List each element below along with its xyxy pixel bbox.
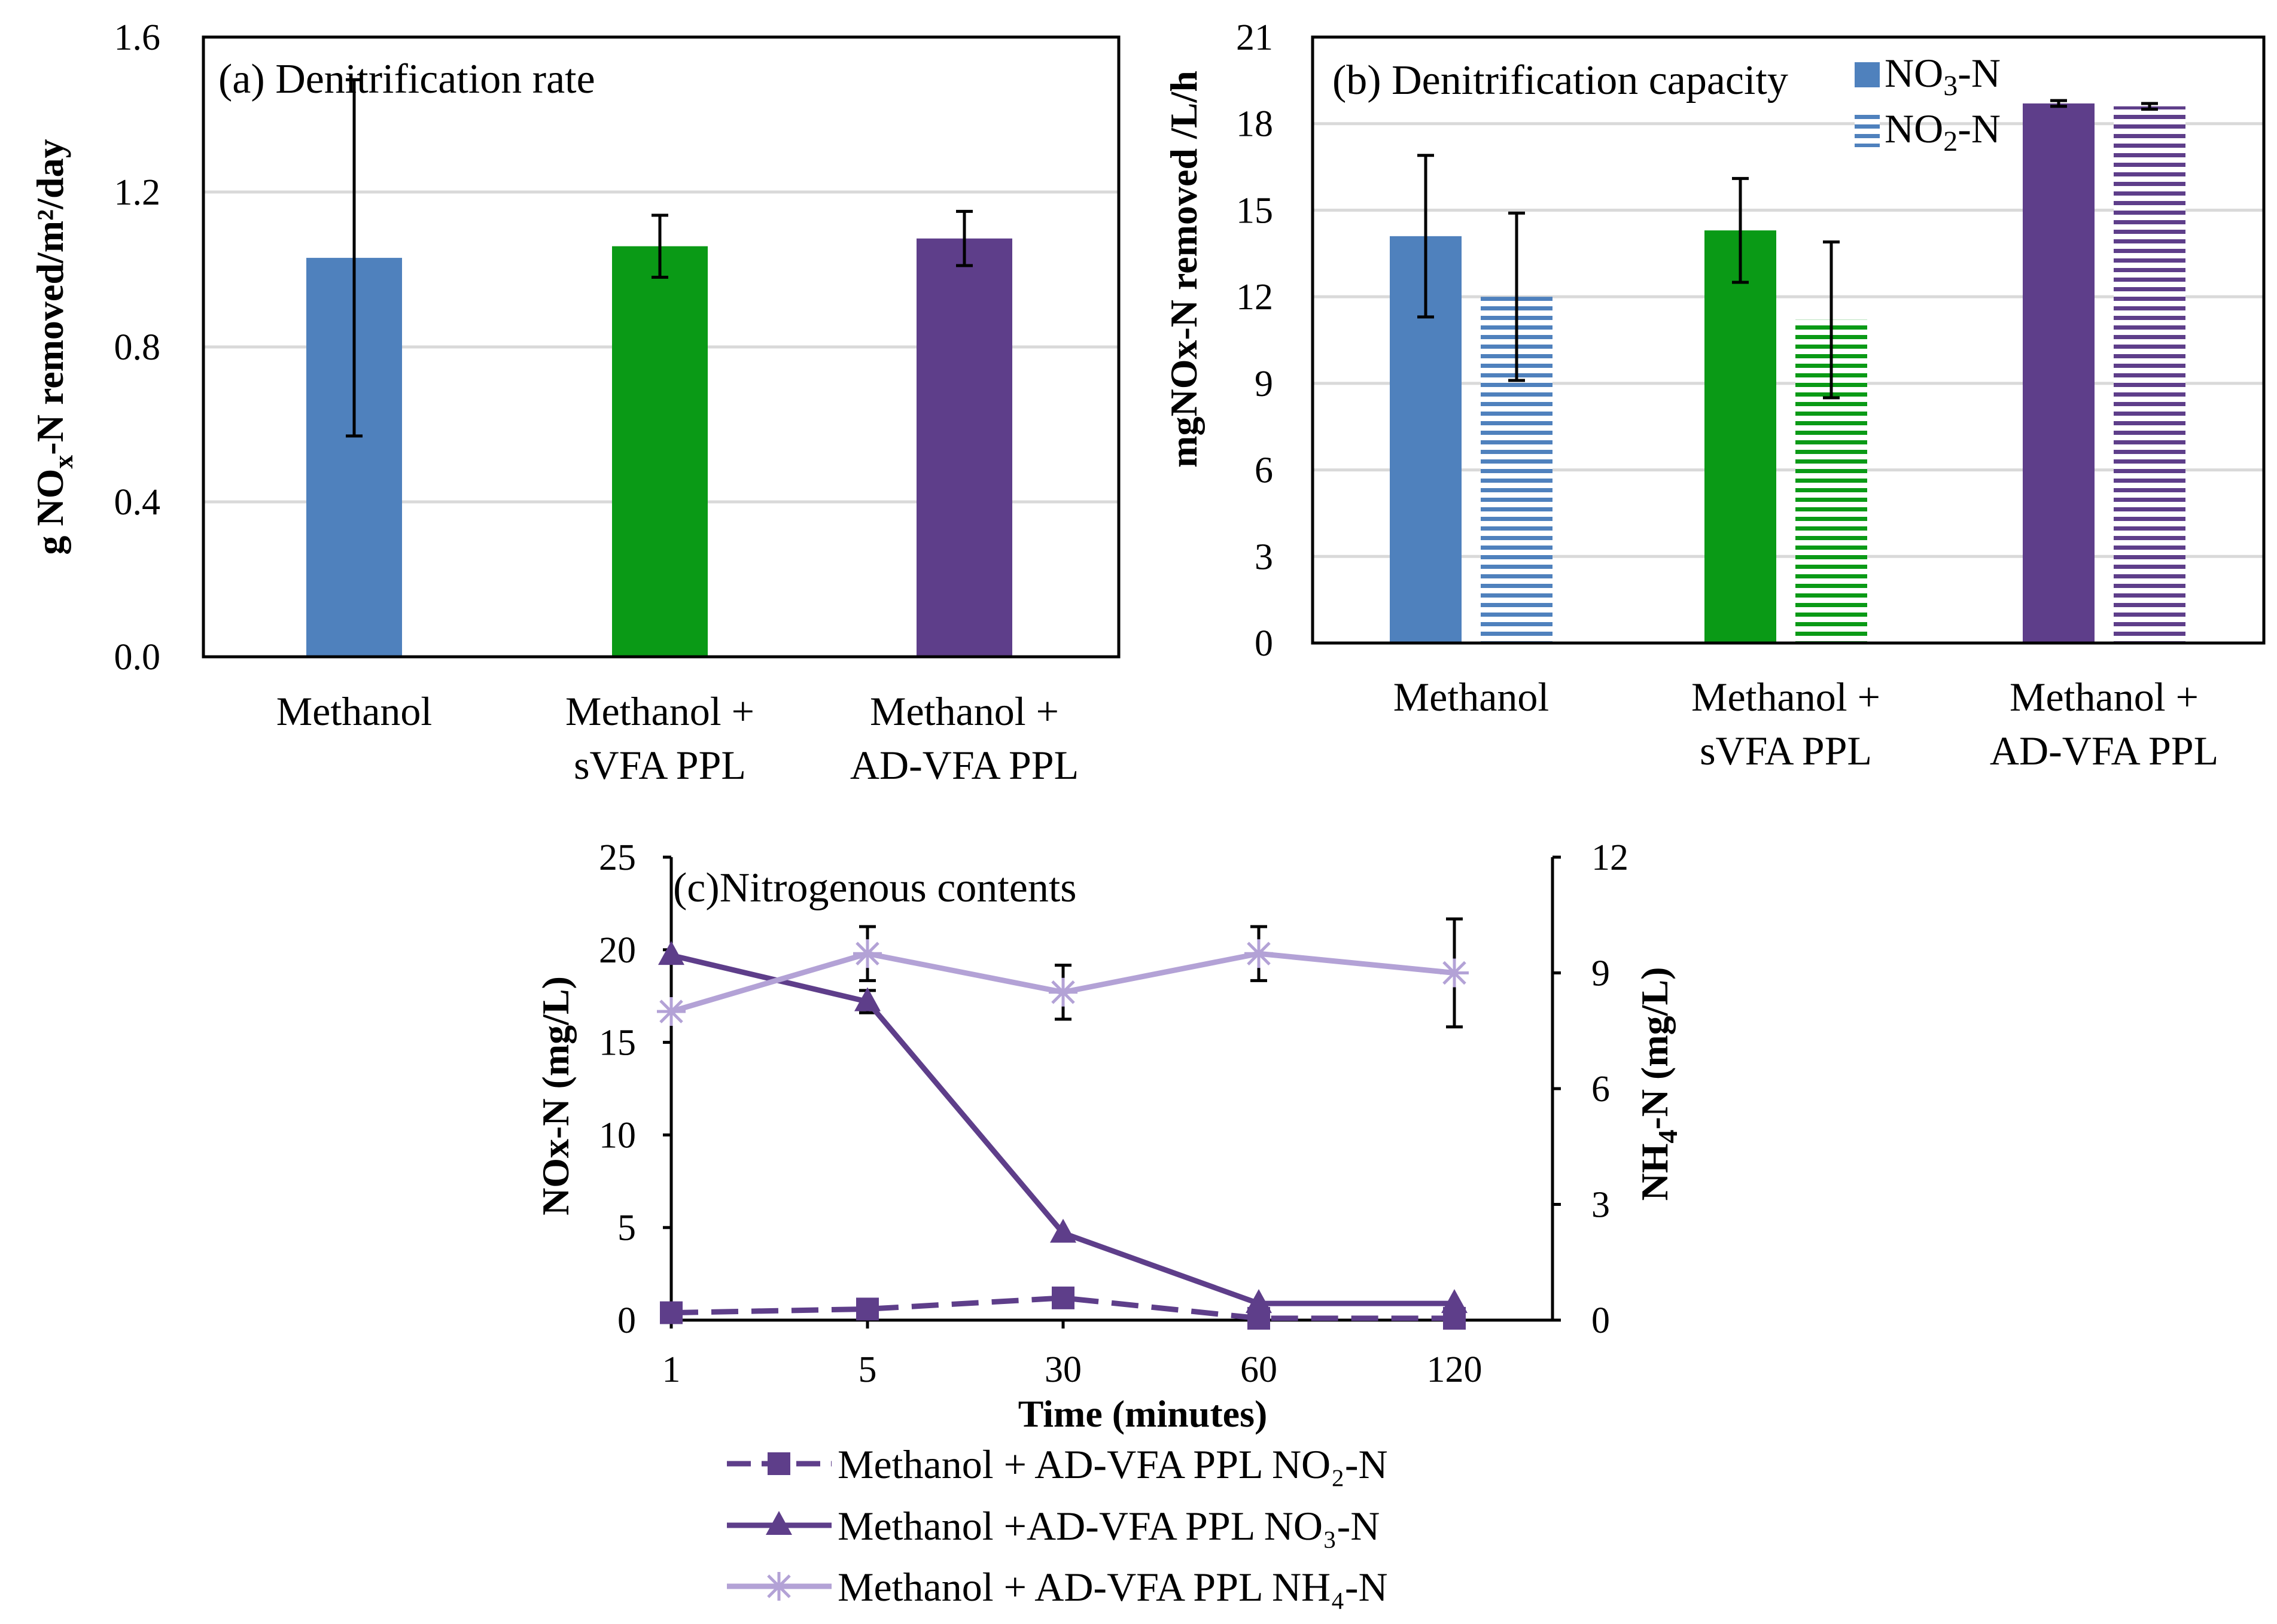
- panel-a-error-bar: [652, 214, 668, 279]
- panel-c-legend-label: Methanol + AD-VFA PPL NO₂-N: [838, 1442, 1388, 1487]
- panel-b-bar-no2: [2114, 106, 2185, 643]
- panel-a-y-tick-label: 0.8: [114, 327, 161, 368]
- panel-c-series-no3: [658, 941, 1468, 1314]
- panel-c-marker: [1050, 1218, 1076, 1243]
- panel-b-y-tick-label: 15: [1236, 190, 1273, 231]
- panel-c-y-tick-label: 10: [599, 1115, 636, 1156]
- panel-c-y-tick-label: 15: [599, 1023, 636, 1064]
- panel-a-denitrification-rate: 0.0 0.4 0.8 1.2 1.6 Methanol Methanol + sVFA P…: [29, 17, 1121, 788]
- panel-b-category-label: Methanol + AD-VFA PPL: [1990, 674, 2218, 773]
- panel-c-x-tick-label: 1: [662, 1349, 681, 1390]
- panel-c-title: (c)Nitrogenous contents: [673, 865, 1077, 911]
- panel-a-y-tick-label: 0.0: [114, 637, 161, 678]
- panel-c-x-tick-label: 5: [859, 1349, 877, 1390]
- panel-c-legend-label: Methanol +AD-VFA PPL NO₃-N: [838, 1503, 1380, 1549]
- panel-a-category-label: Methanol + AD-VFA PPL: [850, 688, 1079, 788]
- panel-c-legend-label: Methanol + AD-VFA PPL NH₄-N: [838, 1564, 1388, 1610]
- panel-a-bar: [612, 246, 708, 657]
- panel-c-y2-tick-label: 0: [1591, 1300, 1610, 1341]
- panel-c-legend-item: Methanol + AD-VFA PPL NO₂-N: [727, 1442, 1388, 1487]
- panel-c-y2-axis-label: NH4-N (mg/L): [1633, 967, 1683, 1201]
- panel-c-marker: [1052, 1286, 1074, 1309]
- panel-b-title: (b) Denitrification capacity: [1332, 57, 1788, 103]
- panel-c-y-tick-label: 5: [617, 1208, 636, 1248]
- panel-a-title: (a) Denitrification rate: [218, 56, 595, 102]
- panel-b-y-tick-label: 9: [1255, 364, 1273, 404]
- panel-a-category-label: Methanol: [276, 688, 433, 734]
- panel-a-y-tick-label: 1.2: [114, 172, 161, 213]
- legend-swatch-no3: [1855, 62, 1880, 87]
- panel-c-marker: [854, 987, 881, 1011]
- panel-c-legend-item: Methanol +AD-VFA PPL NO₃-N: [727, 1503, 1380, 1549]
- panel-c-series-nh4: [657, 917, 1469, 1029]
- panel-c-y2-tick-label: 3: [1591, 1185, 1610, 1226]
- panel-c-y2-tick-label: 9: [1591, 953, 1610, 994]
- panel-a-error-bar: [956, 209, 973, 267]
- panel-a-error-bar: [346, 78, 363, 438]
- panel-b-plot-frame: [1311, 35, 2266, 645]
- panel-b-y-tick-label: 0: [1255, 623, 1273, 664]
- panel-a-y-axis-label: g NOx-N removed/m²/day: [29, 139, 78, 554]
- panel-c-legend-marker: [765, 1572, 793, 1601]
- panel-b-y-tick-label: 6: [1255, 450, 1273, 491]
- panel-c-y2-tick-label: 12: [1591, 837, 1628, 878]
- panel-b-error-bar: [2141, 102, 2158, 111]
- panel-c-legend-item: Methanol + AD-VFA PPL NH₄-N: [727, 1564, 1388, 1610]
- panel-c-x-tick-label: 120: [1427, 1349, 1483, 1390]
- legend-swatch-no2: [1855, 114, 1880, 147]
- panel-c-y-axis-label: NOx-N (mg/L): [534, 976, 577, 1215]
- panel-c-x-tick-label: 30: [1045, 1349, 1082, 1390]
- panel-b-y-tick-label: 18: [1236, 104, 1273, 145]
- panel-c-marker: [660, 1301, 683, 1324]
- panel-a-bar: [917, 238, 1012, 657]
- panel-b-y-tick-label: 21: [1236, 17, 1273, 58]
- panel-c-x-axis-label: Time (minutes): [1018, 1393, 1268, 1435]
- panel-c-marker: [1441, 1289, 1468, 1314]
- panel-c-marker: [856, 1297, 879, 1321]
- panel-b-bar-no3: [2023, 103, 2095, 643]
- panel-c-marker: [657, 997, 686, 1026]
- panel-b-error-bar: [1732, 176, 1749, 284]
- panel-b-category-label: Methanol + sVFA PPL: [1691, 674, 1880, 773]
- panel-b-error-bar: [1823, 240, 1840, 400]
- panel-c-marker: [1049, 977, 1077, 1007]
- panel-c-y2-tick-label: 6: [1591, 1069, 1610, 1110]
- panel-c-marker: [853, 939, 882, 968]
- panel-c-line: [671, 1295, 1454, 1321]
- panel-a-y-tick-label: 1.6: [114, 17, 161, 58]
- panel-b-error-bar: [1417, 154, 1434, 319]
- panel-b-y-axis-label: mgNOx-N removed /L/h: [1162, 71, 1205, 468]
- panel-c-legend-marker: [768, 1452, 790, 1475]
- panel-b-y-tick-label: 3: [1255, 537, 1273, 577]
- panel-b-category-label: Methanol: [1393, 674, 1550, 720]
- panel-c-marker: [1246, 1289, 1272, 1314]
- legend-label-no2: NO2-N: [1885, 106, 2001, 157]
- panel-c-x-tick-label: 60: [1240, 1349, 1277, 1390]
- panel-b-error-bar: [1508, 211, 1525, 382]
- panel-c-legend: Methanol + AD-VFA PPL NO₂-N Methanol +AD-…: [727, 1442, 1388, 1610]
- panel-b-y-tick-label: 12: [1236, 277, 1273, 318]
- panel-c-legend-marker: [766, 1511, 792, 1535]
- panel-b-legend: NO3-N NO2-N: [1855, 50, 2001, 157]
- panel-c-y-tick-label: 20: [599, 930, 636, 971]
- panel-a-plot-frame: [202, 35, 1121, 659]
- panel-b-error-bar: [2050, 99, 2067, 108]
- panel-b-denitrification-capacity: 0 3 6 9 12 15 18 21 Methanol Methanol + sVFA PPL M…: [1162, 17, 2266, 773]
- panel-b-bar-no3: [1704, 230, 1776, 643]
- panel-c-marker: [658, 941, 684, 965]
- panel-a-y-tick-label: 0.4: [114, 482, 161, 523]
- legend-label-no3: NO3-N: [1885, 50, 2001, 102]
- panel-c-y-tick-label: 0: [617, 1300, 636, 1341]
- panel-c-marker: [1440, 958, 1469, 988]
- panel-a-category-label: Methanol + sVFA PPL: [565, 688, 754, 788]
- panel-c-y-tick-label: 25: [599, 837, 636, 878]
- panel-c-marker: [1244, 939, 1273, 968]
